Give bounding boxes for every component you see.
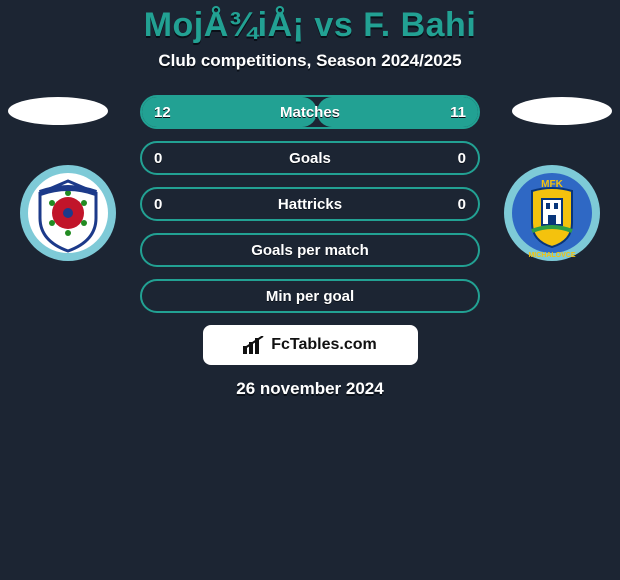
stat-row-goals: 0 Goals 0 xyxy=(140,141,480,175)
stat-label: Min per goal xyxy=(266,288,354,305)
stat-label: Matches xyxy=(280,104,340,121)
stat-rows: 12 Matches 11 0 Goals 0 0 Hattricks 0 Go… xyxy=(140,95,480,313)
team-badge-right: MFK MICHALOVCE xyxy=(502,163,602,263)
stat-row-matches: 12 Matches 11 xyxy=(140,95,480,129)
stat-label: Goals xyxy=(289,150,331,167)
comparison-panel: MFK MICHALOVCE 12 Matches 11 0 Goals 0 xyxy=(0,95,620,399)
svg-text:MICHALOVCE: MICHALOVCE xyxy=(528,252,575,259)
stat-value-right: 0 xyxy=(458,196,466,213)
page-title: MojÅ¾iÅ¡ vs F. Bahi xyxy=(0,6,620,45)
stat-value-left: 0 xyxy=(154,150,162,167)
team-badge-left xyxy=(18,163,118,263)
stat-value-right: 11 xyxy=(450,104,466,121)
player-slot-right xyxy=(512,97,612,125)
bars-icon xyxy=(243,336,265,354)
stat-value-left: 12 xyxy=(154,104,171,121)
brand-link[interactable]: FcTables.com xyxy=(203,325,418,365)
brand-text: FcTables.com xyxy=(271,336,377,354)
stat-row-min-per-goal: Min per goal xyxy=(140,279,480,313)
stat-label: Hattricks xyxy=(278,196,342,213)
stat-value-right: 0 xyxy=(458,150,466,167)
stat-value-left: 0 xyxy=(154,196,162,213)
stat-row-goals-per-match: Goals per match xyxy=(140,233,480,267)
stat-label: Goals per match xyxy=(251,242,369,259)
footer-date: 26 november 2024 xyxy=(0,379,620,399)
team-crest-right-icon: MFK MICHALOVCE xyxy=(502,163,602,263)
page-subtitle: Club competitions, Season 2024/2025 xyxy=(0,51,620,71)
team-crest-left-icon xyxy=(18,163,118,263)
player-slot-left xyxy=(8,97,108,125)
stat-row-hattricks: 0 Hattricks 0 xyxy=(140,187,480,221)
